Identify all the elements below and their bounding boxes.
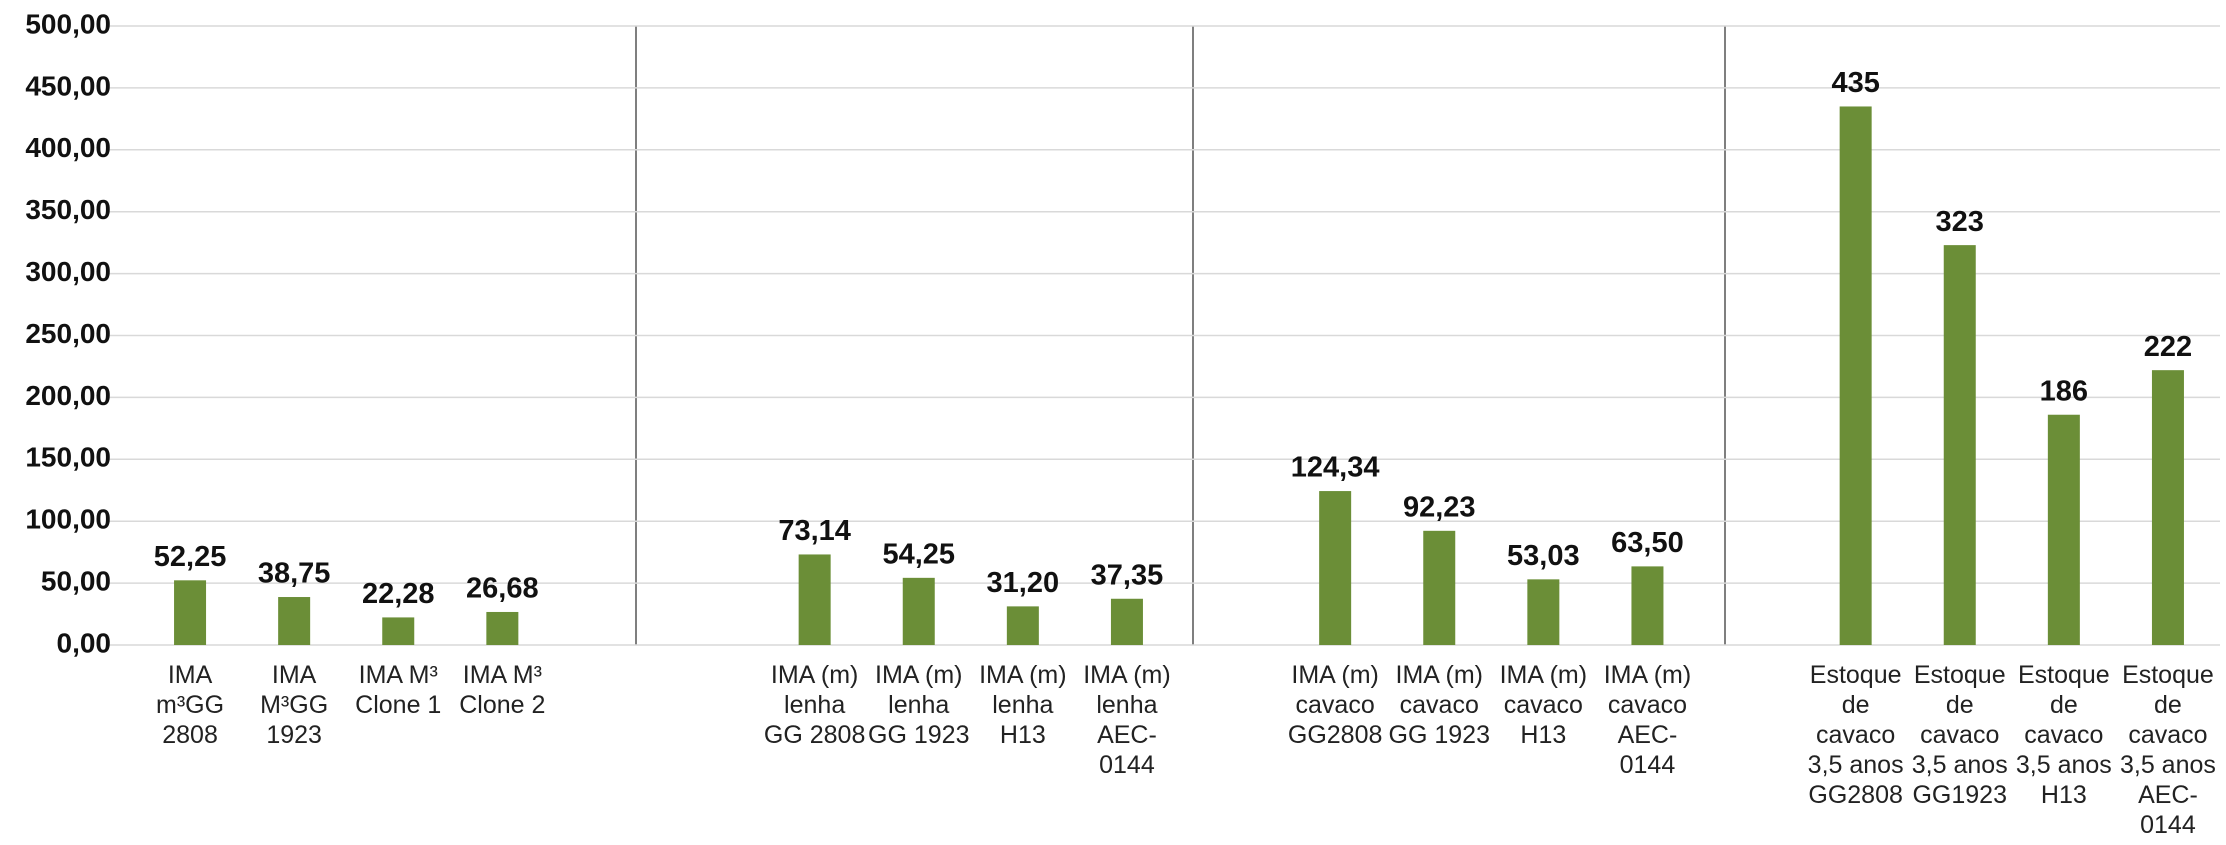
x-tick-label: IMA (m) lenha H13: [979, 661, 1067, 749]
y-tick-label: 100,00: [25, 504, 111, 535]
x-tick-label: Estoque de cavaco 3,5 anos AEC-0144: [2119, 661, 2216, 839]
bar: [2151, 370, 2184, 645]
x-tick-label: Estoque de cavaco 3,5 anos GG2808: [1807, 661, 1904, 809]
x-tick-label: IMA (m) cavaco GG2808: [1287, 661, 1383, 749]
x-tick-label: IMA (m) cavaco H13: [1499, 661, 1588, 749]
data-label: 92,23: [1403, 491, 1476, 523]
x-tick-label: Estoque de cavaco 3,5 anos H13: [2015, 661, 2112, 809]
x-tick-label: IMA M³ Clone 1: [355, 661, 442, 719]
x-tick-label: IMA (m) cavaco GG 1923: [1388, 661, 1490, 749]
y-tick-label: 250,00: [25, 318, 111, 349]
bar: [2047, 414, 2080, 645]
x-tick-label: IMA M³ Clone 2: [459, 661, 546, 719]
bar: [902, 577, 935, 645]
y-tick-label: 350,00: [25, 194, 111, 225]
data-label: 63,50: [1611, 527, 1684, 559]
bar: [798, 554, 831, 645]
bar: [1006, 606, 1039, 645]
bar: [1423, 530, 1456, 645]
x-tick-label: IMA (m) cavaco AEC-0144: [1603, 661, 1692, 779]
x-tick-label: IMA (m) lenha GG 1923: [868, 661, 970, 749]
bar: [174, 580, 207, 645]
bar: [278, 597, 311, 645]
data-label: 52,25: [154, 541, 227, 573]
x-tick-label: IMA (m) lenha AEC-0144: [1083, 661, 1171, 779]
data-label: 38,75: [258, 558, 331, 590]
y-tick-label: 450,00: [25, 70, 111, 101]
data-label: 435: [1831, 67, 1879, 99]
bar: [1943, 245, 1976, 645]
data-label: 73,14: [778, 515, 851, 547]
bar: [382, 617, 415, 645]
bar: [1110, 598, 1143, 645]
data-label: 222: [2144, 331, 2192, 363]
data-label: 22,28: [362, 578, 435, 610]
data-label: 124,34: [1291, 452, 1380, 484]
y-tick-label: 200,00: [25, 380, 111, 411]
data-label: 53,03: [1507, 540, 1580, 572]
data-label: 54,25: [882, 538, 955, 570]
bar: [1631, 566, 1664, 645]
bar: [1527, 579, 1560, 645]
x-tick-label: IMA M³GG 1923: [260, 661, 329, 749]
y-tick-label: 0,00: [57, 627, 112, 658]
x-tick-label: IMA m³GG 2808: [156, 661, 225, 749]
y-tick-label: 400,00: [25, 132, 111, 163]
y-tick-label: 150,00: [25, 442, 111, 473]
bar: [1319, 491, 1352, 645]
data-label: 26,68: [466, 573, 539, 605]
data-label: 31,20: [987, 567, 1060, 599]
y-tick-label: 300,00: [25, 256, 111, 287]
x-tick-label: IMA (m) lenha GG 2808: [763, 661, 866, 749]
data-label: 37,35: [1091, 559, 1164, 591]
y-tick-label: 50,00: [41, 565, 111, 596]
x-tick-label: Estoque de cavaco 3,5 anos GG1923: [1911, 661, 2008, 809]
data-label: 186: [2040, 375, 2088, 407]
bar: [486, 611, 519, 645]
data-label: 323: [1936, 206, 1984, 238]
bar: [1839, 106, 1872, 646]
y-tick-label: 500,00: [25, 8, 111, 39]
